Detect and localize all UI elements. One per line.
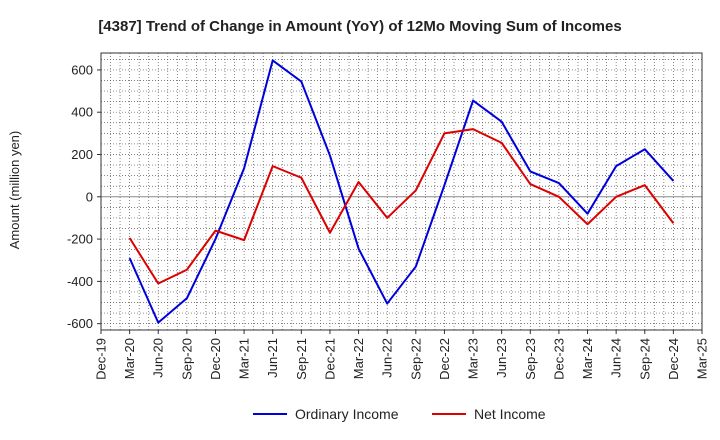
series-line-ordinary-income [130,60,674,322]
y-ticks: -600 -400 -200 0 200 400 600 [67,62,101,331]
chart: [4387] Trend of Change in Amount (YoY) o… [0,0,720,440]
chart-title: [4387] Trend of Change in Amount (YoY) o… [98,18,621,35]
x-tick-label: Dec-20 [208,338,223,380]
x-tick-label: Mar-21 [237,338,252,379]
y-tick-label: 600 [71,62,93,77]
x-tick-label: Mar-20 [122,338,137,379]
x-tick-label: Mar-22 [351,338,366,379]
x-tick-label: Mar-24 [580,338,595,379]
y-tick-label: -600 [67,316,93,331]
legend-label-net-income: Net Income [474,406,546,422]
x-tick-label: Mar-25 [695,338,710,379]
x-tick-label: Sep-23 [523,338,538,380]
x-tick-label: Dec-23 [551,338,566,380]
x-tick-label: Dec-22 [437,338,452,380]
x-tick-label: Jun-22 [380,338,395,378]
x-tick-label: Sep-22 [408,338,423,380]
x-tick-label: Sep-24 [637,338,652,380]
x-tick-label: Jun-23 [494,338,509,378]
y-tick-label: -200 [67,232,93,247]
x-tick-label: Jun-21 [265,338,280,378]
x-tick-label: Jun-20 [151,338,166,378]
y-tick-label: 200 [71,147,93,162]
series-layer [130,60,674,322]
x-tick-label: Dec-21 [322,338,337,380]
x-tick-label: Dec-24 [666,338,681,380]
y-tick-label: 0 [86,189,93,204]
y-axis-label: Amount (million yen) [7,131,22,250]
x-tick-label: Jun-24 [609,338,624,378]
y-tick-label: 400 [71,105,93,120]
x-ticks: Dec-19 Mar-20 Jun-20 Sep-20 Dec-20 Mar-21 Jun-… [94,330,710,380]
y-tick-label: -400 [67,274,93,289]
x-tick-label: Dec-19 [94,338,109,380]
x-tick-label: Sep-21 [294,338,309,380]
x-tick-label: Mar-23 [466,338,481,379]
x-tick-label: Sep-20 [179,338,194,380]
legend-label-ordinary-income: Ordinary Income [295,406,399,422]
legend: Ordinary Income Net Income [253,406,546,422]
